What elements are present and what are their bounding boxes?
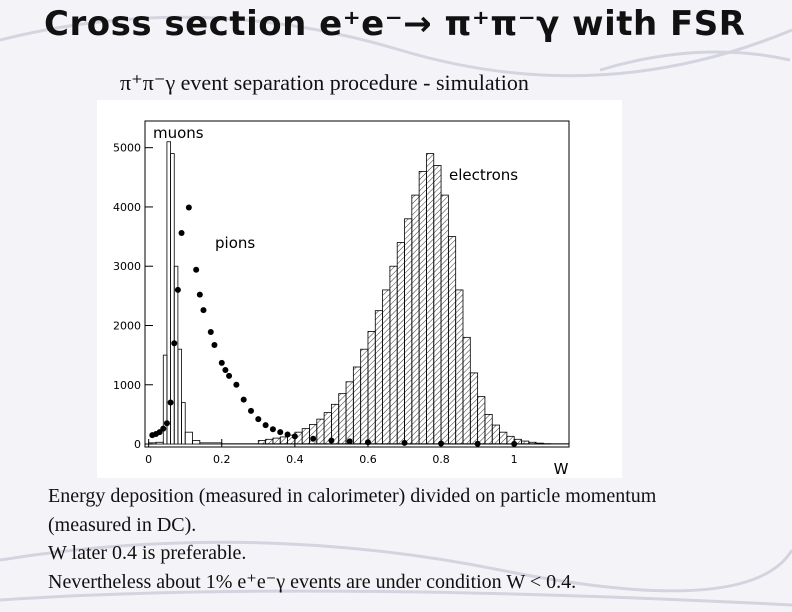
data-point <box>277 429 284 436</box>
data-point <box>193 266 200 273</box>
y-tick-label: 0 <box>134 438 141 451</box>
y-tick-label: 4000 <box>113 201 141 214</box>
histogram-bar <box>323 412 332 445</box>
data-point <box>196 291 203 298</box>
histogram-bar <box>484 413 493 445</box>
histogram-bar <box>411 194 420 445</box>
histogram-bar <box>433 165 442 445</box>
histogram-bar <box>352 366 362 445</box>
x-axis-label: W <box>554 460 569 478</box>
data-point <box>218 359 225 366</box>
y-tick-label: 2000 <box>113 319 141 332</box>
histogram-bar <box>309 424 318 445</box>
histogram-bar <box>272 437 281 445</box>
histogram-bar <box>265 438 274 445</box>
histogram-bar <box>177 348 182 445</box>
data-point <box>240 396 247 403</box>
histogram-bar <box>279 436 288 445</box>
data-point <box>262 422 269 429</box>
histogram-bar <box>455 289 464 445</box>
note-line: Energy deposition (measured in calorimet… <box>48 485 657 507</box>
x-tick-label: 0.4 <box>286 453 304 466</box>
histogram-bar <box>181 402 186 445</box>
series-label: pions <box>215 234 255 252</box>
histogram-bar <box>418 170 427 445</box>
data-point <box>163 420 170 427</box>
data-point <box>178 230 185 237</box>
histogram-bar <box>382 289 391 445</box>
notes: Energy deposition (measured in calorimet… <box>48 482 656 596</box>
histogram-bar <box>331 403 340 445</box>
slide-title: Cross section e⁺e⁻→ π⁺π⁻γ with FSR <box>44 4 746 44</box>
plot-frame <box>144 120 570 448</box>
note-line: (measured in DC). <box>48 513 197 536</box>
data-point <box>222 366 229 373</box>
x-tick-label: 0.8 <box>432 453 450 466</box>
data-point <box>255 416 262 423</box>
data-point <box>171 340 178 347</box>
histogram-bar <box>528 441 537 445</box>
x-tick-label: 1 <box>511 453 518 466</box>
histogram-bar <box>360 348 369 445</box>
histogram-bar <box>499 431 508 445</box>
histogram-bar <box>257 440 267 445</box>
histogram-bar <box>338 393 347 445</box>
x-tick-label: 0.2 <box>213 453 231 466</box>
histogram-bar <box>404 218 413 445</box>
histogram-bar <box>469 372 479 445</box>
histogram-bar <box>513 438 522 445</box>
data-point <box>248 407 254 414</box>
y-tick-label: 3000 <box>113 260 141 273</box>
histogram-bar <box>367 331 376 445</box>
histogram-bar <box>506 435 515 445</box>
data-point <box>211 342 218 349</box>
data-point <box>207 329 214 336</box>
data-point <box>174 286 181 293</box>
data-point <box>269 426 276 433</box>
histogram-bar <box>374 310 383 445</box>
data-point <box>226 372 233 379</box>
histogram-bar <box>521 440 530 445</box>
histogram-bar <box>447 236 457 445</box>
histogram-bar <box>389 265 398 445</box>
x-tick-label: 0.6 <box>359 453 377 466</box>
histogram-bar <box>535 442 544 445</box>
histogram-bar <box>192 440 201 445</box>
note-line: W later 0.4 is preferable. <box>48 542 247 564</box>
data-point <box>167 399 174 406</box>
histogram-bar <box>301 428 310 445</box>
data-point <box>160 425 167 432</box>
y-tick-label: 5000 <box>113 142 141 155</box>
series-label: muons <box>153 124 204 142</box>
histogram-bar <box>316 418 325 445</box>
y-tick-label: 1000 <box>113 379 141 392</box>
histogram-bar <box>287 434 296 445</box>
histogram-bar <box>440 194 449 445</box>
series-label: electrons <box>449 166 518 184</box>
data-point <box>185 204 192 211</box>
histogram-bar <box>426 153 435 445</box>
histogram-bar <box>477 396 486 445</box>
histogram-bar <box>462 336 471 445</box>
histogram-bar <box>491 424 500 445</box>
chart: 0 1000 2000 3000 4000 5000 0 0.2 0.4 0.6 0.8 1 Wmuon… <box>97 100 622 478</box>
note-line: Nevertheless about 1% e⁺e⁻γ events are u… <box>48 570 577 593</box>
data-point <box>233 381 240 388</box>
x-tick-label: 0 <box>145 453 152 466</box>
slide-subtitle: π⁺π⁻γ event separation procedure - simul… <box>120 70 529 95</box>
histogram-bar <box>184 431 193 445</box>
data-point <box>200 307 207 314</box>
histogram-bar <box>396 242 405 445</box>
histogram-bar <box>345 381 354 445</box>
histogram-bar <box>294 431 303 445</box>
